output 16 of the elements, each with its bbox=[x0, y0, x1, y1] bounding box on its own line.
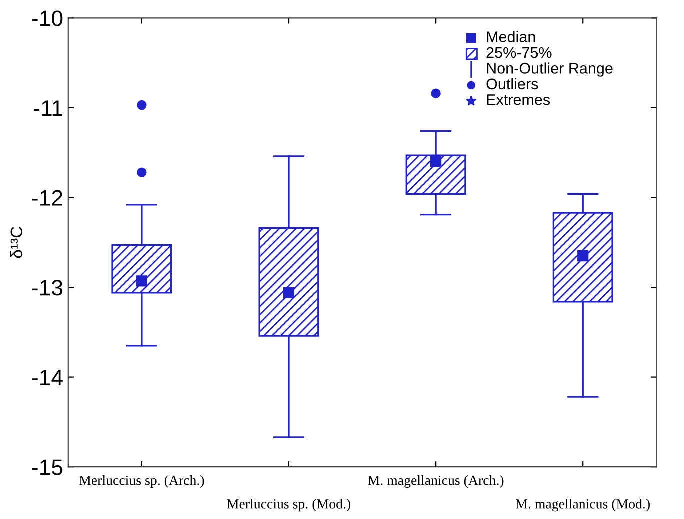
y-tick-label: -13 bbox=[32, 280, 63, 296]
y-axis-title: δ¹³C bbox=[10, 227, 23, 258]
annotation: Non-Outlier Range bbox=[487, 62, 613, 77]
x-tick-label: M. magellanicus (Mod.) bbox=[516, 499, 650, 512]
y-tick-label: -14 bbox=[32, 370, 63, 386]
x-tick-label: Merluccius sp. (Arch.) bbox=[79, 475, 204, 488]
x-tick-label: M. magellanicus (Arch.) bbox=[368, 475, 504, 488]
y-tick-label: -15 bbox=[32, 460, 63, 476]
annotation: 25%-75% bbox=[486, 47, 552, 58]
annotation: Outliers bbox=[486, 78, 538, 90]
y-tick-label: -10 bbox=[32, 10, 63, 26]
annotation: Extremes bbox=[487, 94, 550, 106]
x-tick-label: Merluccius sp. (Mod.) bbox=[227, 499, 350, 512]
y-tick-label: -12 bbox=[32, 190, 62, 206]
y-tick-label: -11 bbox=[34, 100, 62, 116]
annotation: Median bbox=[487, 31, 536, 42]
